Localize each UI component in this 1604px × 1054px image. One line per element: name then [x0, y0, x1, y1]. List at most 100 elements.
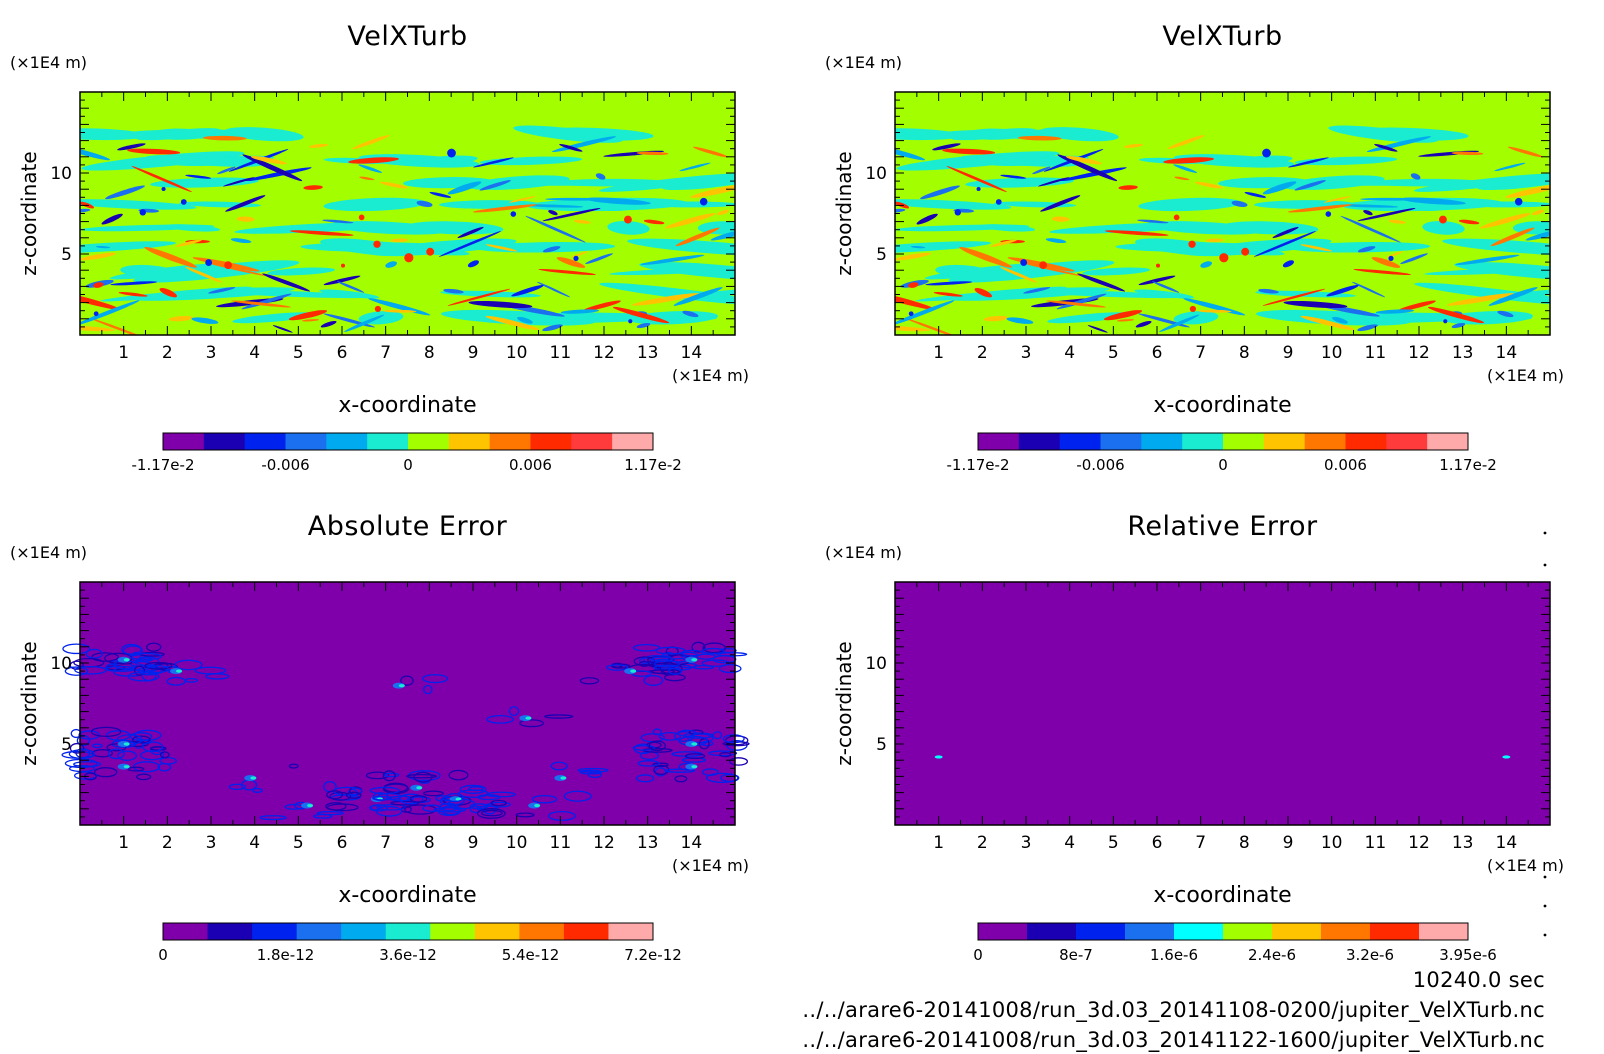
field-streak	[1135, 320, 1152, 328]
x-tick-label: 3	[206, 833, 217, 853]
field-spot	[1020, 259, 1028, 266]
field-streak	[416, 200, 433, 208]
colorbar-swatch	[385, 923, 431, 940]
field-streak	[303, 185, 323, 190]
error-contour	[409, 795, 428, 803]
colorbar-swatch	[1076, 923, 1126, 940]
field-spot	[976, 186, 981, 192]
colorbar-tick-label: 0	[158, 946, 168, 964]
field-streak	[241, 293, 292, 310]
error-contour	[117, 750, 138, 761]
error-contour	[658, 731, 682, 741]
colorbar-swatch	[408, 433, 450, 450]
field-streak	[117, 143, 146, 151]
field-spot	[699, 197, 708, 206]
error-core	[630, 669, 637, 673]
field-streak	[322, 219, 354, 224]
field-streak	[337, 281, 365, 293]
field-streak	[468, 300, 533, 309]
field-streak	[1262, 288, 1326, 306]
colorbar-swatch	[341, 923, 387, 940]
error-core	[176, 669, 183, 673]
field-band	[513, 125, 623, 143]
field-streak	[517, 316, 533, 324]
field-streak	[942, 148, 996, 155]
error-core	[416, 786, 423, 790]
field-streak	[168, 315, 193, 322]
field-band	[323, 197, 427, 212]
field-streak	[80, 291, 120, 310]
field-streak	[1357, 208, 1416, 222]
field-band	[527, 197, 688, 212]
field-spot	[93, 311, 99, 317]
error-contour	[166, 676, 186, 686]
x-tick-label: 2	[977, 833, 988, 853]
field-streak	[105, 185, 145, 200]
field-streak	[1283, 300, 1348, 309]
x-tick-label: 10	[1321, 343, 1343, 363]
colorbar-swatch	[207, 923, 253, 940]
field-streak	[631, 293, 700, 306]
field-streak	[358, 164, 383, 173]
error-contour	[439, 802, 460, 812]
field-streak	[974, 287, 992, 298]
field-streak	[110, 281, 158, 286]
field-streak	[538, 269, 596, 275]
field-streak	[1020, 262, 1082, 277]
x-tick-label: 8	[424, 343, 435, 363]
field-streak	[1451, 151, 1484, 156]
field-streak	[895, 252, 932, 261]
field-streak	[643, 219, 665, 225]
error-contour	[674, 775, 688, 783]
field-streak	[80, 300, 140, 326]
field-streak	[1505, 184, 1550, 198]
field-streak	[1065, 156, 1102, 165]
error-contour	[705, 772, 739, 783]
field-streak	[1167, 135, 1205, 150]
field-spot	[1219, 253, 1229, 263]
margin-dot	[1543, 933, 1547, 937]
field-streak	[1118, 185, 1138, 190]
colorbar-swatch	[203, 433, 246, 450]
colorbar-swatch	[252, 923, 298, 940]
error-contour	[720, 773, 740, 783]
y-tick-label: 10	[50, 164, 72, 184]
field-streak	[1104, 230, 1169, 236]
chart-panel-1: VelXTurb(×1E4 m)1 2 3 4 5 6 7 8 9 10 11 12 13 14510(×…	[10, 21, 749, 474]
field-streak	[1163, 157, 1214, 164]
field-streak	[485, 315, 540, 331]
field-streak	[1353, 269, 1411, 275]
field-spot	[954, 209, 962, 216]
error-contour	[131, 651, 141, 662]
error-contour	[508, 706, 520, 717]
error-contour	[423, 790, 444, 797]
error-core	[534, 803, 541, 808]
field-streak	[508, 196, 536, 203]
z-unit-label: (×1E4 m)	[825, 543, 902, 562]
colorbar-swatch	[296, 923, 342, 940]
error-contour	[655, 646, 686, 655]
field-streak	[385, 261, 397, 268]
colorbar-swatch	[1125, 923, 1175, 940]
field-streak	[1138, 275, 1176, 286]
colorbar-swatch	[285, 433, 327, 450]
y-tick-label: 5	[876, 735, 887, 755]
field-band	[267, 267, 336, 276]
x-tick-label: 10	[506, 343, 528, 363]
field-band	[329, 221, 448, 235]
x-tick-label: 6	[1152, 833, 1163, 853]
field-streak	[542, 246, 561, 253]
field-streak	[1194, 181, 1223, 189]
colorbar-tick-label: 3.95e-6	[1439, 946, 1497, 964]
field-streak	[1479, 213, 1531, 229]
x-tick-label: 13	[637, 833, 659, 853]
field-spot	[139, 209, 147, 216]
x-tick-label: 14	[681, 833, 703, 853]
error-contour	[383, 772, 400, 778]
error-contour	[422, 674, 449, 684]
error-contour	[64, 666, 89, 676]
error-contour	[668, 667, 683, 675]
field-streak	[184, 266, 223, 283]
x-tick-label: 11	[550, 343, 572, 363]
